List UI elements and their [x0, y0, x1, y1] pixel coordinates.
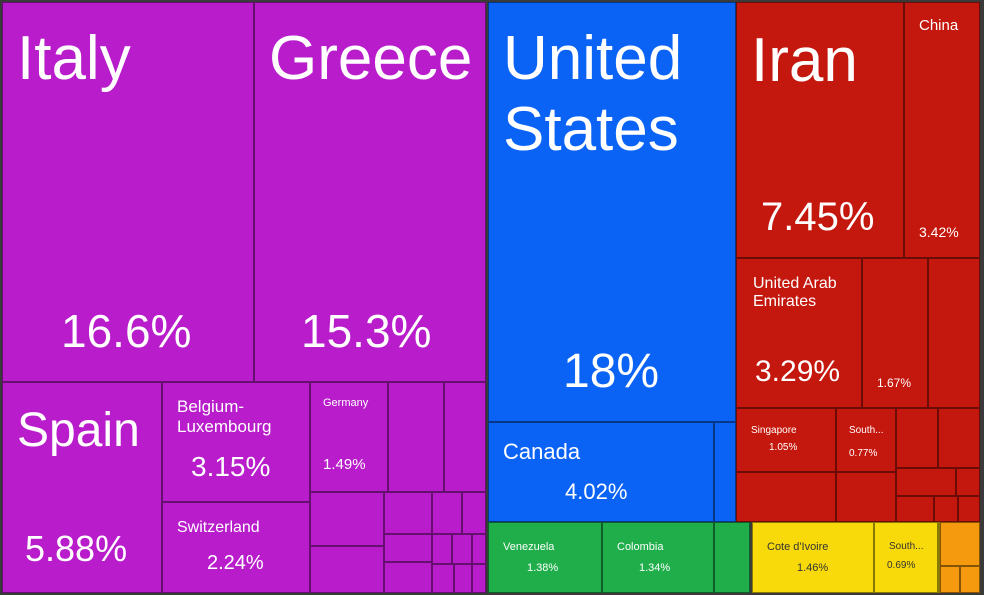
treemap-cell[interactable]: Spain 5.88%	[2, 382, 162, 593]
treemap-cell-label: Colombia	[617, 541, 664, 553]
treemap-cell-unlabeled	[956, 468, 980, 496]
treemap-cell-unlabeled	[960, 566, 980, 593]
treemap-cell-label: Belgium- Luxembourg	[177, 397, 272, 436]
treemap-cell-label: Germany	[323, 397, 369, 409]
treemap-cell-value: 1.46%	[797, 562, 829, 574]
treemap-cell[interactable]: South... 0.77%	[836, 408, 896, 472]
treemap-cell[interactable]: Greece 15.3%	[254, 2, 486, 382]
treemap-cell[interactable]: Italy 16.6%	[2, 2, 254, 382]
treemap-cell-label: China	[919, 17, 959, 34]
treemap-cell-value: 1.67%	[877, 376, 912, 390]
treemap-cell-value: 1.34%	[639, 562, 671, 574]
treemap-cell-label: Canada	[503, 439, 581, 464]
treemap-cell-unlabeled	[958, 496, 980, 522]
treemap-cell[interactable]: United Arab Emirates 3.29%	[736, 258, 862, 408]
treemap-cell[interactable]: Colombia 1.34%	[602, 522, 714, 593]
treemap-cell-label: Venezuela	[503, 541, 555, 553]
treemap-cell-unlabeled	[896, 408, 938, 468]
treemap-cell-value: 2.24%	[207, 552, 264, 574]
treemap-cell-value: 3.15%	[191, 451, 271, 482]
treemap-cell-value: 18%	[563, 345, 660, 398]
treemap-cell-unlabeled	[462, 492, 486, 534]
treemap-cell-unlabeled	[836, 472, 896, 522]
treemap-cell-value: 0.77%	[849, 448, 878, 459]
treemap-cell-value: 5.88%	[25, 528, 128, 569]
treemap-cell-unlabeled	[444, 382, 486, 492]
treemap-cell-unlabeled	[432, 534, 452, 564]
treemap-cell[interactable]: China 3.42%	[904, 2, 980, 258]
treemap-cell-label: Italy	[17, 24, 131, 93]
treemap-cell-label: Spain	[17, 404, 140, 457]
treemap-cell-unlabeled	[714, 522, 750, 593]
treemap-cell-unlabeled	[384, 492, 432, 534]
treemap-cell-value: 1.05%	[769, 442, 798, 453]
treemap-cell[interactable]: Venezuela 1.38%	[488, 522, 602, 593]
treemap-cell-unlabeled	[934, 496, 958, 522]
treemap-cell-unlabeled	[388, 382, 444, 492]
treemap-cell-label: South...	[849, 425, 884, 436]
treemap-cell[interactable]: 1.67%	[862, 258, 928, 408]
treemap-cell-unlabeled	[452, 534, 472, 564]
treemap-cell-unlabeled	[454, 564, 472, 593]
treemap-cell-unlabeled	[472, 534, 486, 564]
treemap-cell-label: Cote d'Ivoire	[767, 541, 829, 553]
treemap-cell[interactable]: Belgium- Luxembourg 3.15%	[162, 382, 310, 502]
treemap-cell-value: 16.6%	[61, 305, 192, 357]
treemap-cell-unlabeled	[938, 522, 940, 593]
treemap-cell-label: United Arab Emirates	[753, 275, 837, 311]
treemap-cell[interactable]: Iran 7.45%	[736, 2, 904, 258]
treemap-cell-unlabeled	[472, 564, 486, 593]
treemap-cell-label: Singapore	[751, 425, 797, 436]
treemap-cell-unlabeled	[384, 562, 432, 593]
treemap-cell[interactable]: Cote d'Ivoire 1.46%	[752, 522, 874, 593]
treemap-cell-label: Switzerland	[177, 519, 260, 536]
treemap-cell-unlabeled	[896, 496, 934, 522]
treemap-cell-label: Greece	[269, 24, 473, 93]
treemap-cell-value: 15.3%	[301, 305, 432, 357]
treemap-cell-value: 7.45%	[761, 195, 875, 239]
treemap-cell-label: United States	[503, 24, 683, 165]
treemap-cell[interactable]: Switzerland 2.24%	[162, 502, 310, 593]
treemap-cell-label: Iran	[751, 26, 858, 95]
treemap-cell-unlabeled	[432, 492, 462, 534]
treemap-cell-value: 4.02%	[565, 479, 628, 504]
treemap-cell-value: 1.38%	[527, 562, 559, 574]
treemap-cell-unlabeled	[928, 258, 980, 408]
treemap-cell-value: 3.42%	[919, 224, 959, 240]
treemap-cell-value: 1.49%	[323, 456, 366, 473]
treemap-cell[interactable]: Germany 1.49%	[310, 382, 388, 492]
treemap-cell[interactable]: South... 0.69%	[874, 522, 938, 593]
treemap-cell-unlabeled	[384, 534, 432, 562]
treemap-cell-unlabeled	[432, 564, 454, 593]
treemap-cell-value: 0.69%	[887, 560, 916, 571]
treemap-cell-unlabeled	[714, 422, 736, 522]
treemap-cell-unlabeled	[896, 468, 956, 496]
treemap-cell-unlabeled	[938, 408, 980, 468]
treemap-cell-unlabeled	[310, 546, 384, 593]
treemap-cell[interactable]: Canada 4.02%	[488, 422, 714, 522]
treemap-cell[interactable]: Singapore 1.05%	[736, 408, 836, 472]
treemap-cell-unlabeled	[940, 522, 980, 566]
treemap-cell-value: 3.29%	[755, 355, 841, 388]
treemap-cell-label: South...	[889, 541, 924, 552]
treemap-cell-unlabeled	[310, 492, 384, 546]
treemap-cell-unlabeled	[940, 566, 960, 593]
treemap-cell[interactable]: United States 18%	[488, 2, 736, 422]
treemap-cell-unlabeled	[736, 472, 836, 522]
